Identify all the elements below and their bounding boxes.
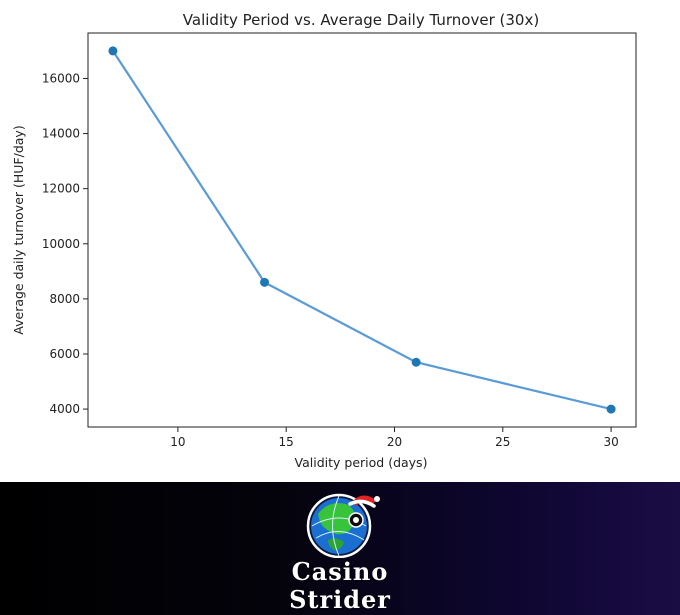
y-tick-label: 16000 xyxy=(42,71,80,85)
y-tick-label: 8000 xyxy=(49,292,80,306)
y-tick-label: 6000 xyxy=(49,347,80,361)
x-axis-label: Validity period (days) xyxy=(295,455,428,470)
y-axis-ticks: 4000 6000 8000 10000 12000 14000 16000 xyxy=(42,71,88,416)
brand-name-line2: Strider xyxy=(289,585,391,614)
data-point xyxy=(606,404,616,414)
x-tick-label: 10 xyxy=(170,435,185,449)
plot-frame xyxy=(87,32,637,428)
data-point xyxy=(260,277,270,287)
y-tick-label: 12000 xyxy=(42,182,80,196)
x-tick-label: 20 xyxy=(387,435,402,449)
line-chart: Validity Period vs. Average Daily Turnov… xyxy=(11,11,637,470)
globe-with-santa-hat-icon xyxy=(306,493,380,558)
y-tick-label: 10000 xyxy=(42,237,80,251)
x-tick-label: 25 xyxy=(495,435,510,449)
chart-title: Validity Period vs. Average Daily Turnov… xyxy=(183,11,539,29)
chart-area: Validity Period vs. Average Daily Turnov… xyxy=(11,11,637,470)
brand-banner: Casino Strider xyxy=(0,482,680,615)
series-line xyxy=(111,50,612,411)
y-axis-label: Average daily turnover (HUF/day) xyxy=(11,125,26,334)
data-point xyxy=(108,46,118,56)
y-tick-label: 4000 xyxy=(49,402,80,416)
x-tick-label: 15 xyxy=(279,435,294,449)
y-tick-label: 14000 xyxy=(42,127,80,141)
x-axis-ticks: 10 15 20 25 30 xyxy=(170,427,619,449)
brand-name-line1: Casino xyxy=(291,557,389,586)
data-points xyxy=(108,46,616,414)
x-tick-label: 30 xyxy=(603,435,618,449)
data-point xyxy=(411,357,421,367)
